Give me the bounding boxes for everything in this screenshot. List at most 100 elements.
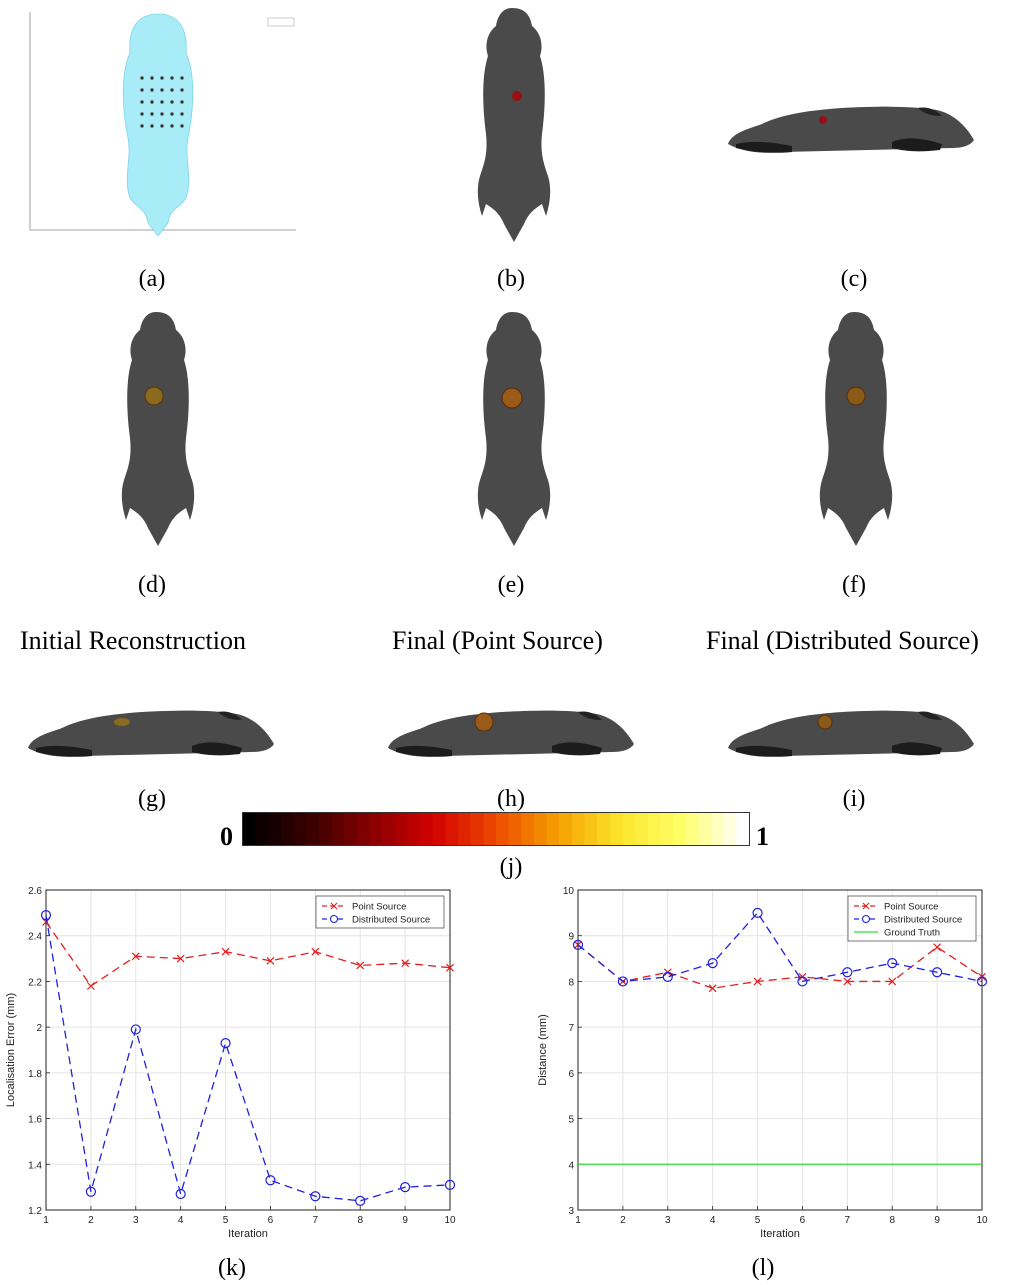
x-tick-label: 8	[357, 1215, 363, 1226]
legend-label: Point Source	[352, 902, 406, 913]
y-tick-label: 2.6	[28, 886, 42, 897]
y-tick-label: 1.8	[28, 1069, 42, 1080]
series-line	[577, 944, 983, 989]
plot-area	[46, 890, 450, 1210]
data-point	[976, 976, 988, 987]
source-marker	[819, 116, 827, 124]
panel-h-side-view	[388, 710, 634, 757]
x-tick-label: 10	[976, 1215, 988, 1226]
detector-point	[170, 88, 174, 92]
legend-marker	[330, 902, 338, 910]
x-tick-label: 9	[402, 1215, 408, 1226]
y-tick-label: 7	[568, 1023, 574, 1034]
x-axis-label: Iteration	[228, 1228, 268, 1240]
detector-point	[140, 76, 144, 80]
data-point	[311, 947, 320, 956]
detector-point	[170, 76, 174, 80]
panel-a-mesh-plot	[8, 8, 298, 240]
caption-f: (f)	[842, 572, 866, 598]
data-point	[400, 1182, 411, 1193]
caption-h: (h)	[497, 786, 525, 812]
data-point	[266, 956, 275, 965]
x-tick-label: 5	[223, 1215, 229, 1226]
detector-point	[160, 112, 164, 116]
y-axis-label: Localisation Error (mm)	[5, 993, 17, 1107]
x-tick-label: 3	[665, 1215, 671, 1226]
data-point	[617, 976, 628, 987]
detector-point	[180, 112, 184, 116]
chart-k-localisation-error: 1 2 3 4 5 6 7 8 9 10 1.2 1.4 1.6 1.8 2 2.2 2.4 2.6 Iterati…	[5, 886, 456, 1240]
data-point	[662, 971, 673, 982]
x-tick-label: 1	[43, 1215, 49, 1226]
x-tick-label: 8	[889, 1215, 895, 1226]
x-tick-label: 1	[575, 1215, 581, 1226]
legend-marker	[861, 914, 871, 924]
x-tick-label: 7	[313, 1215, 319, 1226]
panel-f-top-view	[819, 312, 893, 546]
detector-point	[150, 124, 154, 128]
data-point	[356, 961, 365, 970]
data-point	[932, 967, 943, 978]
data-point	[707, 958, 718, 969]
caption-e: (e)	[497, 572, 525, 598]
caption-j: (j)	[499, 854, 523, 880]
data-point	[221, 947, 230, 956]
data-point	[265, 1175, 276, 1186]
mesh-mouse-body	[122, 13, 194, 237]
x-tick-label: 2	[620, 1215, 626, 1226]
detector-point	[180, 124, 184, 128]
tumor-reconstruction	[817, 714, 833, 730]
y-tick-label: 3	[568, 1206, 574, 1217]
caption-g: (g)	[138, 786, 166, 812]
panel-d-top-view	[121, 312, 195, 546]
axes-box	[577, 889, 983, 1211]
panel-c-side-view	[728, 106, 974, 153]
detector-point	[140, 88, 144, 92]
detector-point	[170, 124, 174, 128]
colorbar	[242, 812, 750, 846]
data-point	[708, 984, 717, 993]
data-point	[933, 943, 942, 952]
x-axis-label: Iteration	[760, 1228, 800, 1240]
tumor-reconstruction	[474, 712, 494, 732]
header-initial: Initial Reconstruction	[20, 626, 247, 655]
data-point	[572, 939, 584, 950]
y-tick-label: 10	[563, 886, 575, 897]
series-line	[45, 921, 451, 987]
detector-point	[160, 88, 164, 92]
detector-point	[180, 76, 184, 80]
y-tick-label: 1.4	[28, 1160, 42, 1171]
data-point	[444, 1179, 456, 1190]
x-tick-label: 2	[88, 1215, 94, 1226]
series-line	[577, 911, 983, 983]
panel-g-side-view	[28, 710, 274, 757]
data-point	[887, 958, 898, 969]
legend-marker	[329, 914, 339, 924]
y-tick-label: 5	[568, 1115, 574, 1126]
x-tick-label: 5	[755, 1215, 761, 1226]
legend-box	[847, 895, 977, 942]
detector-point	[160, 100, 164, 104]
caption-i: (i)	[842, 786, 866, 812]
colorbar-max-label: 1	[756, 822, 769, 851]
legend-marker	[862, 902, 870, 910]
data-point	[86, 982, 95, 990]
legend-label: Distributed Source	[352, 915, 430, 926]
data-point	[310, 1191, 321, 1202]
colorbar-min-label: 0	[220, 822, 233, 851]
y-tick-label: 1.2	[28, 1206, 42, 1217]
x-tick-label: 3	[133, 1215, 139, 1226]
data-point	[130, 1024, 141, 1035]
detector-point	[150, 76, 154, 80]
source-marker	[512, 91, 522, 101]
legend-box	[315, 895, 445, 929]
x-tick-label: 7	[845, 1215, 851, 1226]
plot-area	[578, 890, 982, 1210]
caption-l: (l)	[751, 1255, 775, 1281]
tumor-reconstruction	[114, 718, 130, 726]
tumor-reconstruction	[846, 386, 866, 406]
data-point	[752, 907, 763, 918]
legend-label: Distributed Source	[884, 915, 962, 926]
detector-points	[140, 76, 184, 128]
detector-point	[170, 100, 174, 104]
